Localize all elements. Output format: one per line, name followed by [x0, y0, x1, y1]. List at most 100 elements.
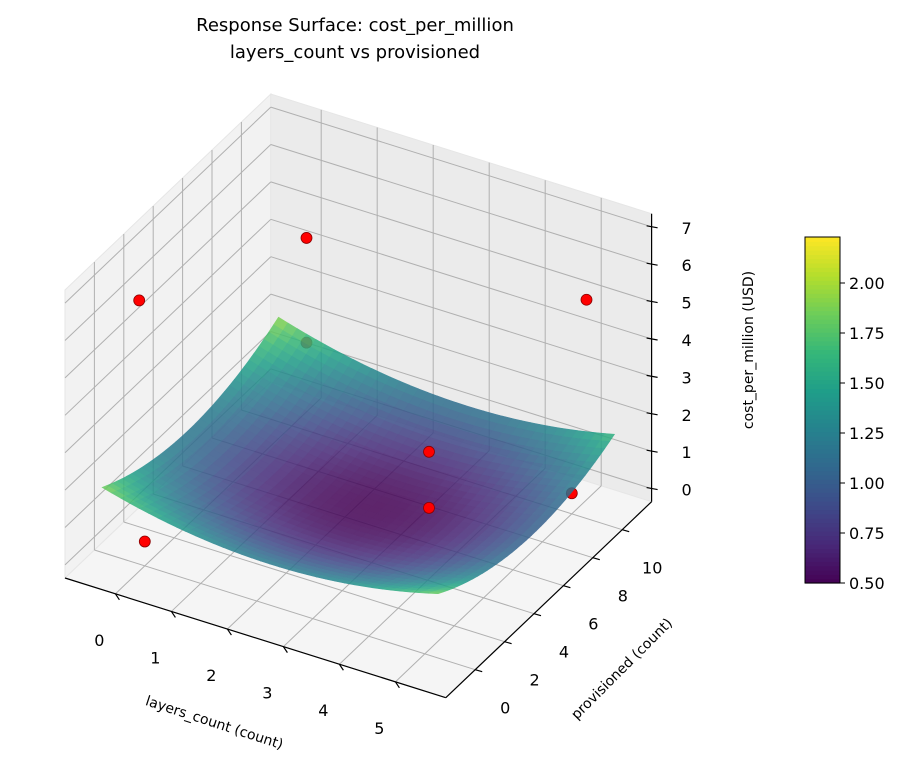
gridline	[123, 521, 505, 643]
colorbar-tick-label: 0.75	[849, 524, 885, 543]
colorbar-segment	[805, 345, 840, 351]
colorbar-segment	[805, 418, 840, 424]
colorbar-segment	[805, 245, 840, 251]
colorbar-segment	[805, 288, 840, 294]
colorbar-segment	[805, 323, 840, 329]
gridline	[64, 293, 272, 491]
colorbar-segment	[805, 258, 840, 264]
colorbar-segment	[805, 241, 840, 247]
colorbar-segment	[805, 379, 840, 385]
colorbar-segment	[805, 448, 840, 454]
x-tick-label: 5	[374, 719, 384, 738]
x-tick	[114, 593, 120, 601]
x-tick-label: 3	[262, 684, 272, 703]
colorbar-segment	[805, 297, 840, 303]
z-axis-label: cost_per_million (USD)	[741, 271, 757, 429]
y-tick	[563, 585, 571, 589]
gridline	[64, 181, 272, 379]
colorbar-segment	[805, 336, 840, 342]
chart-title: Response Surface: cost_per_million	[196, 15, 514, 36]
colorbar-segment	[805, 254, 840, 260]
colorbar-segment	[805, 513, 840, 519]
colorbar: 0.50 0.75 1.00 1.25 1.50 1.75 2.00	[804, 236, 885, 593]
colorbar-segment	[805, 474, 840, 480]
gridline	[270, 144, 652, 265]
colorbar-segment	[805, 267, 840, 273]
colorbar-tick-label: 1.75	[849, 324, 885, 343]
z-tick-label: 3	[682, 368, 692, 387]
scatter-front	[133, 232, 593, 514]
colorbar-segment	[805, 388, 840, 394]
y-tick-label: 6	[588, 615, 598, 634]
gridline	[64, 331, 272, 528]
colorbar-segment	[805, 340, 840, 346]
x-tick	[170, 611, 176, 618]
colorbar-segment	[805, 431, 840, 437]
colorbar-segment	[805, 492, 840, 498]
y-tick	[533, 613, 542, 617]
gridline	[94, 549, 476, 671]
scatter-point	[423, 502, 435, 514]
z-tick-label: 1	[682, 443, 692, 462]
colorbar-segment	[805, 280, 840, 286]
x-tick	[226, 628, 232, 636]
colorbar-segment	[805, 284, 840, 290]
y-axis-label: provisioned (count)	[568, 615, 676, 723]
colorbar-segment	[805, 479, 840, 485]
y-tick-label: 2	[530, 671, 540, 690]
colorbar-segment	[805, 500, 840, 506]
colorbar-segment	[805, 461, 840, 467]
colorbar-segment	[805, 237, 840, 242]
chart-subtitle: layers_count vs provisioned	[230, 42, 480, 63]
colorbar-segment	[805, 371, 840, 376]
y-tick	[622, 529, 630, 533]
z-tick-label: 0	[682, 481, 692, 500]
colorbar-segment	[805, 249, 840, 255]
colorbar-segment	[805, 405, 840, 411]
colorbar-segment	[805, 414, 840, 420]
colorbar-segment	[805, 535, 840, 541]
colorbar-segment	[805, 548, 840, 554]
gridline	[395, 485, 602, 683]
colorbar-segment	[805, 271, 840, 277]
colorbar-segment	[805, 293, 840, 299]
colorbar-segment	[805, 570, 840, 575]
gridline	[270, 256, 652, 377]
gridline	[270, 293, 652, 415]
colorbar-segment	[805, 427, 840, 433]
colorbar-segment	[805, 332, 840, 338]
y-tick	[504, 641, 512, 645]
colorbar-segment	[805, 466, 840, 472]
z-tick	[646, 337, 658, 341]
colorbar-segment	[805, 505, 840, 511]
z-tick	[646, 486, 658, 491]
gridline	[64, 144, 272, 341]
gridline	[64, 218, 272, 416]
y-tick-label: 4	[559, 643, 569, 662]
x-tick	[282, 646, 288, 653]
x-tick-label: 2	[206, 666, 216, 685]
colorbar-tick-label: 1.25	[849, 424, 885, 443]
z-tick-label: 5	[682, 294, 692, 313]
z-tick	[646, 299, 658, 304]
colorbar-segment	[805, 384, 840, 389]
colorbar-segment	[805, 392, 840, 398]
colorbar-segment	[805, 565, 840, 571]
colorbar-tick-label: 1.50	[849, 374, 885, 393]
gridline	[270, 218, 652, 340]
colorbar-frame	[804, 236, 841, 584]
colorbar-segment	[805, 539, 840, 545]
colorbar-segment	[805, 544, 840, 549]
colorbar-segment	[805, 453, 840, 459]
colorbar-segment	[805, 319, 840, 325]
colorbar-tick-label: 1.00	[849, 474, 885, 493]
z-tick-label: 2	[682, 406, 692, 425]
colorbar-segment	[805, 349, 840, 355]
colorbar-segment	[805, 483, 840, 489]
scatter-point	[580, 293, 593, 306]
colorbar-segment	[805, 422, 840, 428]
y-tick-label: 8	[618, 587, 628, 606]
colorbar-segment	[805, 487, 840, 493]
colorbar-tick-label: 2.00	[849, 274, 885, 293]
